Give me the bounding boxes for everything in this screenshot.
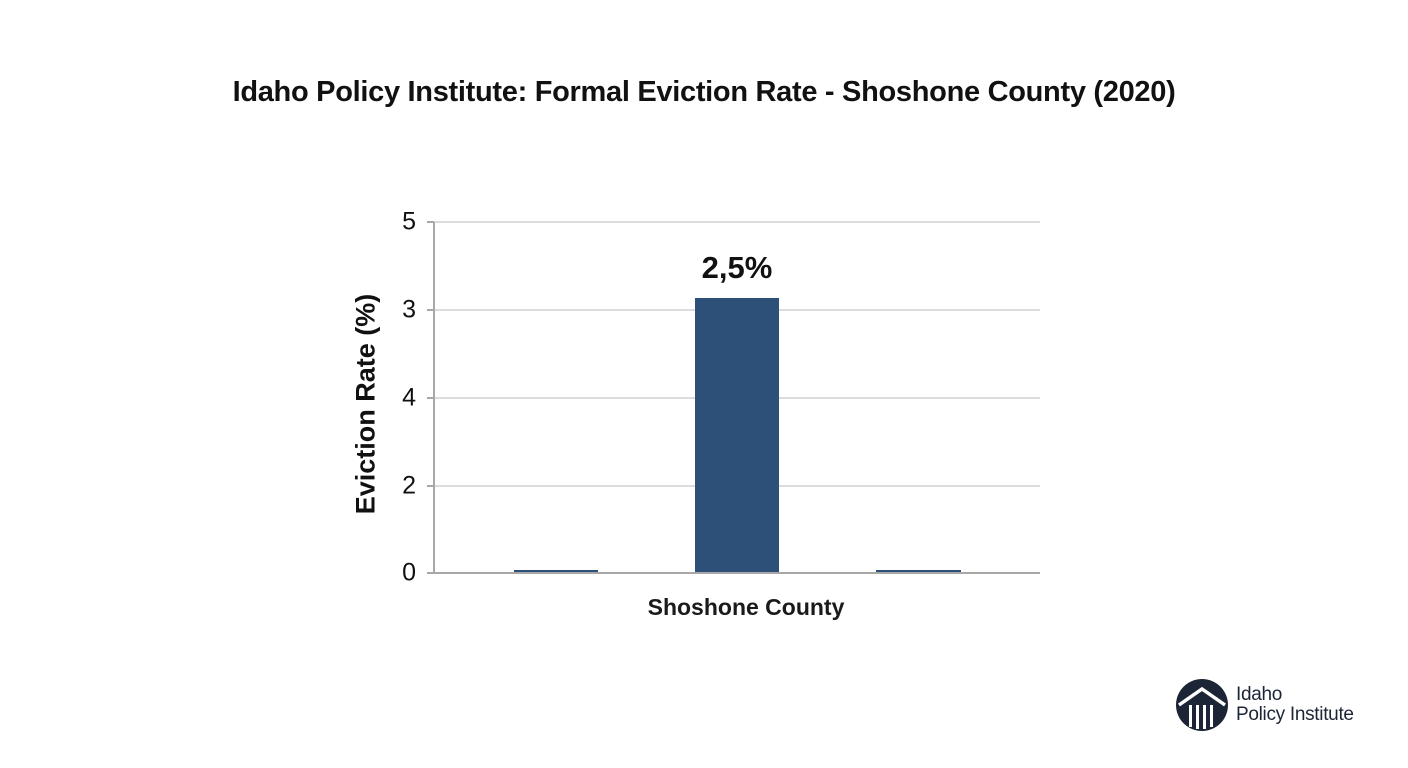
logo-text-line2: Policy Institute: [1236, 704, 1354, 725]
y-tick-label: 2: [402, 471, 416, 500]
y-tick-label: 4: [402, 383, 416, 412]
gridline: [434, 221, 1040, 223]
x-category-label: Shoshone County: [647, 594, 845, 620]
y-tick-mark: [427, 309, 434, 311]
logo-text-line1: Idaho: [1236, 684, 1283, 705]
bar-placeholder-right: [876, 570, 961, 573]
bar-placeholder-left: [514, 570, 598, 573]
bar-value-label: 2,5%: [701, 250, 773, 285]
y-tick-label: 3: [402, 295, 416, 324]
y-tick-label: 5: [402, 207, 416, 236]
bar-shoshone-county: [695, 298, 779, 573]
y-tick-mark: [427, 485, 434, 487]
y-tick-label: 0: [402, 558, 416, 587]
y-tick-mark: [427, 397, 434, 399]
chart-title: Idaho Policy Institute: Formal Eviction …: [232, 76, 1176, 108]
idaho-policy-institute-logo: Idaho Policy Institute: [1176, 679, 1354, 731]
y-tick-mark: [427, 572, 434, 574]
capitol-building-icon: [1176, 679, 1228, 731]
y-axis-line: [433, 222, 435, 574]
x-axis-line: [434, 572, 1040, 574]
y-tick-mark: [427, 221, 434, 223]
